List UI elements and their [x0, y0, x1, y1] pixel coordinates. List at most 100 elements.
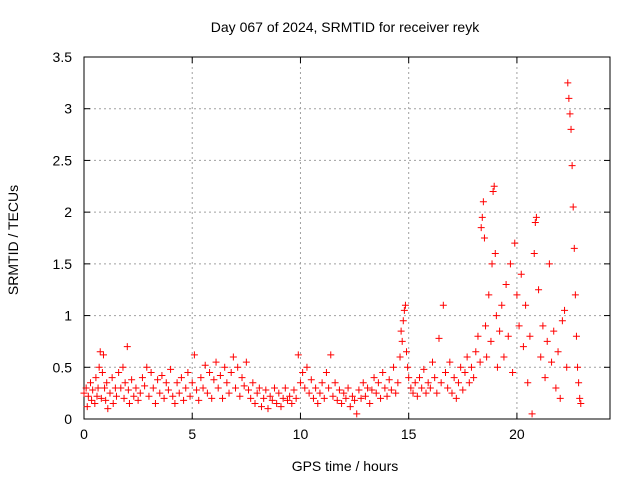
data-point — [124, 386, 132, 394]
data-point — [476, 358, 484, 366]
data-point — [208, 394, 216, 402]
data-point — [333, 396, 341, 404]
data-point — [273, 399, 281, 407]
data-point — [461, 368, 469, 376]
data-point — [197, 374, 205, 382]
data-point — [377, 394, 385, 402]
data-point — [372, 389, 380, 397]
data-point — [344, 384, 352, 392]
data-point — [439, 301, 447, 309]
data-point — [426, 384, 434, 392]
data-point — [115, 368, 123, 376]
data-point — [257, 403, 265, 411]
data-point — [492, 312, 500, 320]
data-point — [262, 386, 270, 394]
data-point — [463, 353, 471, 361]
data-point — [301, 384, 309, 392]
data-point — [305, 389, 313, 397]
y-tick-label: 2.5 — [53, 152, 73, 168]
data-point — [541, 374, 549, 382]
data-point — [477, 224, 485, 232]
data-point — [260, 394, 268, 402]
y-tick-label: 0.5 — [53, 359, 73, 375]
data-point — [92, 374, 100, 382]
data-point — [433, 389, 441, 397]
data-point — [348, 392, 356, 400]
data-point — [190, 351, 198, 359]
data-point — [400, 306, 408, 314]
data-point — [193, 386, 201, 394]
data-point — [554, 348, 562, 356]
data-point — [552, 384, 560, 392]
data-point — [568, 162, 576, 170]
data-point — [125, 399, 133, 407]
gridlines — [84, 57, 610, 419]
data-point — [96, 348, 104, 356]
data-point — [251, 399, 259, 407]
data-point — [361, 392, 369, 400]
y-axis-label: SRMTID / TECUs — [5, 185, 21, 295]
data-point — [403, 348, 411, 356]
data-point — [117, 384, 125, 392]
data-point — [184, 368, 192, 376]
data-point — [123, 343, 131, 351]
data-point — [359, 379, 367, 387]
data-point — [94, 384, 102, 392]
data-point — [545, 260, 553, 268]
data-point — [404, 363, 412, 371]
data-point — [145, 392, 153, 400]
data-point — [134, 396, 142, 404]
x-tick-label: 15 — [401, 426, 417, 442]
data-point — [156, 389, 164, 397]
data-point — [493, 363, 501, 371]
data-point — [342, 394, 350, 402]
data-point — [238, 374, 246, 382]
data-point — [556, 394, 564, 402]
y-tick-label: 0 — [64, 411, 72, 427]
data-point — [247, 394, 255, 402]
data-point — [128, 376, 136, 384]
data-point — [569, 203, 577, 211]
data-point — [327, 351, 335, 359]
data-point — [567, 125, 575, 133]
data-point — [80, 389, 88, 397]
data-point — [459, 386, 467, 394]
data-point — [121, 379, 129, 387]
data-point — [232, 384, 240, 392]
data-point — [452, 394, 460, 402]
data-point — [84, 392, 92, 400]
data-point — [431, 374, 439, 382]
data-point — [101, 384, 109, 392]
data-point — [240, 382, 248, 390]
data-point — [120, 394, 128, 402]
data-point — [424, 379, 432, 387]
data-point — [413, 392, 421, 400]
data-point — [530, 250, 538, 258]
data-point — [575, 379, 583, 387]
x-tick-label: 0 — [80, 426, 88, 442]
data-point — [279, 394, 287, 402]
data-point — [236, 392, 244, 400]
data-point — [563, 363, 571, 371]
data-point — [83, 403, 91, 411]
x-tick-label: 10 — [293, 426, 309, 442]
data-point — [411, 379, 419, 387]
y-tick-label: 1.5 — [53, 256, 73, 272]
data-point — [531, 218, 539, 226]
x-tick-labels: 0 5 10 15 20 — [80, 426, 525, 442]
data-point — [320, 394, 328, 402]
data-point — [141, 382, 149, 390]
y-tick-labels: 0 0.5 1 1.5 2 2.5 3 3.5 — [53, 49, 73, 427]
data-point — [558, 317, 566, 325]
data-point — [576, 394, 584, 402]
data-point — [119, 363, 127, 371]
data-point — [537, 353, 545, 361]
data-point — [446, 358, 454, 366]
data-point — [253, 389, 261, 397]
data-point — [577, 399, 585, 407]
data-point — [548, 358, 556, 366]
data-point — [312, 384, 320, 392]
data-point — [136, 389, 144, 397]
data-point — [138, 374, 146, 382]
data-point — [470, 374, 478, 382]
